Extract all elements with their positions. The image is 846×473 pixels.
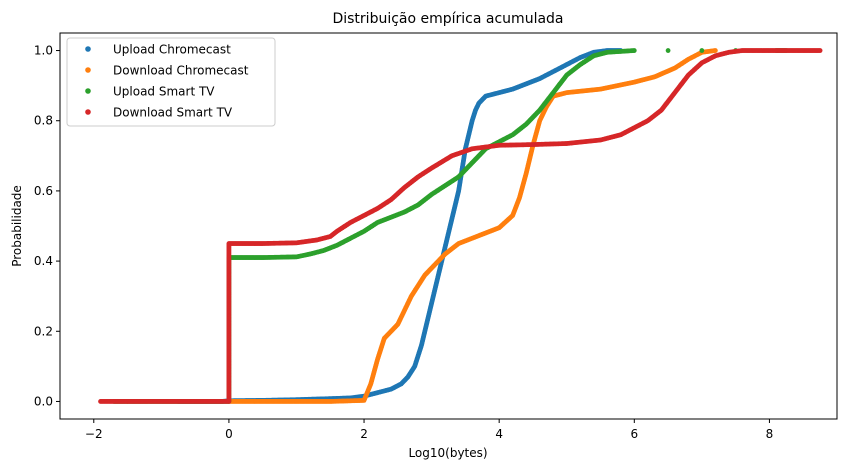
y-tick-label: 0.2 (34, 324, 53, 338)
x-tick-label: −2 (85, 427, 103, 441)
legend: Upload Chromecast Download Chromecast Uplo… (66, 37, 276, 127)
y-axis: 0.0 0.2 0.4 0.6 0.8 1.0 (34, 44, 60, 408)
data-point (631, 48, 637, 53)
y-tick-label: 0.8 (34, 114, 53, 128)
x-tick-label: 4 (495, 427, 503, 441)
chart-title: Distribuição empírica acumulada (332, 11, 563, 27)
y-tick-label: 0.4 (34, 254, 53, 268)
legend-marker (85, 109, 91, 115)
y-tick-label: 0.0 (34, 394, 53, 408)
data-point (817, 48, 823, 53)
y-tick-label: 0.6 (34, 184, 53, 198)
x-axis: −2 0 2 4 6 8 (85, 419, 773, 441)
data-point (665, 48, 671, 53)
legend-label: Upload Chromecast (113, 43, 231, 57)
legend-label: Download Chromecast (113, 64, 249, 78)
legend-marker (85, 88, 91, 94)
legend-marker (85, 46, 91, 52)
data-point (699, 48, 705, 53)
series-3 (98, 48, 823, 404)
plot-frame (59, 32, 838, 420)
data-point (712, 48, 718, 53)
series-1 (226, 48, 718, 404)
legend-label: Upload Smart TV (113, 85, 215, 99)
x-tick-label: 6 (630, 427, 638, 441)
legend-box (66, 37, 276, 127)
x-tick-label: 0 (225, 427, 233, 441)
plot-points (98, 48, 823, 404)
legend-marker (85, 67, 91, 73)
x-tick-label: 2 (360, 427, 368, 441)
x-tick-label: 8 (766, 427, 774, 441)
x-axis-label: Log10(bytes) (408, 446, 487, 460)
y-axis-label: Probabilidade (10, 185, 24, 267)
legend-label: Download Smart TV (113, 106, 233, 120)
y-tick-label: 1.0 (34, 44, 53, 58)
